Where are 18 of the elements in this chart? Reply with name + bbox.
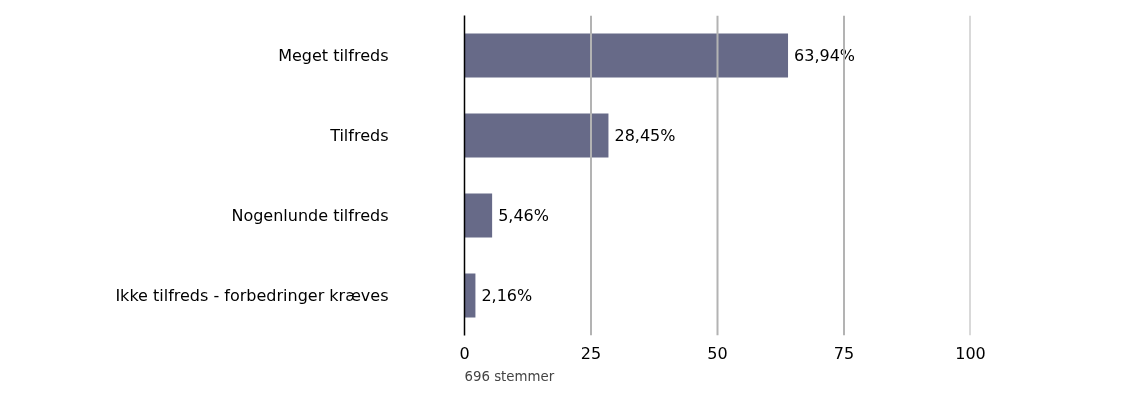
data-label: 2,16% — [481, 286, 533, 305]
text: 696 stemmer — [464, 368, 555, 384]
y-tick-label: Tilfreds — [329, 126, 389, 145]
y-tick-label: Nogenlunde tilfreds — [231, 206, 389, 225]
data-label: 28,45% — [614, 126, 676, 145]
x-tick-label: 75 — [833, 343, 855, 363]
x-tick-label: 25 — [580, 343, 602, 363]
bar — [464, 33, 789, 78]
x-tick-label: 100 — [955, 343, 986, 363]
x-tick-label: 50 — [707, 343, 728, 363]
y-tick-label: Meget tilfreds — [278, 46, 389, 65]
x-tick-label: 0 — [459, 343, 470, 363]
bar — [464, 273, 476, 318]
bar — [464, 193, 493, 238]
data-label: 5,46% — [498, 206, 549, 225]
bar — [464, 113, 609, 158]
data-label: 63,94% — [794, 46, 856, 65]
y-tick-label: Ikke tilfreds - forbedringer kræves — [115, 286, 389, 305]
